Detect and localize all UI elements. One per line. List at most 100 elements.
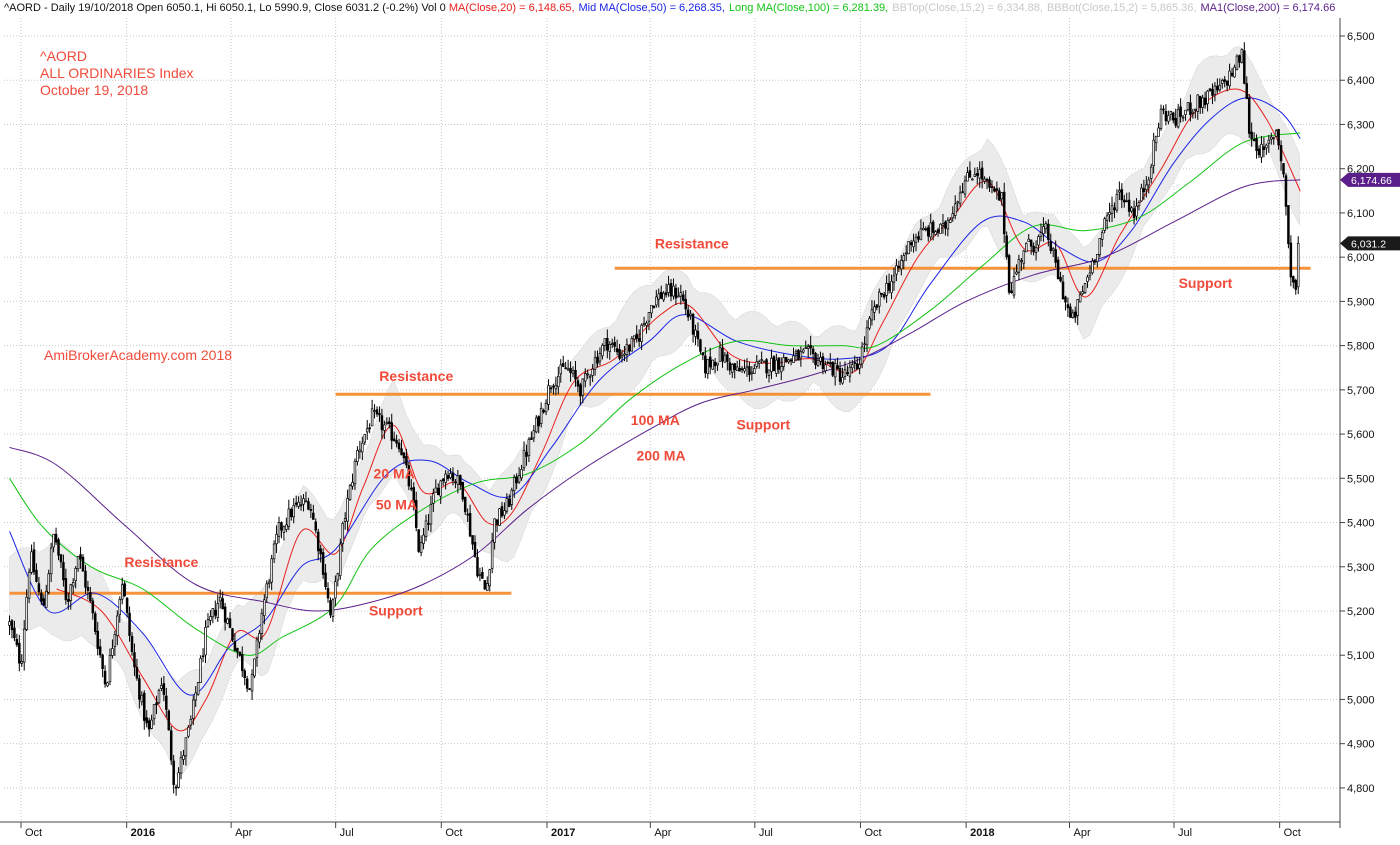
candle-body <box>1284 175 1288 207</box>
chart-index-name: ALL ORDINARIES Index <box>40 65 194 81</box>
candle <box>851 359 854 374</box>
candle-body <box>990 186 994 188</box>
candle-body <box>909 242 913 246</box>
candle <box>1113 202 1116 219</box>
candle <box>1289 235 1293 287</box>
candle <box>116 610 119 646</box>
header-ma50: Mid MA(Close,50) = 6,268.35, <box>579 2 725 14</box>
candle-body <box>1179 106 1182 117</box>
candle <box>995 181 999 200</box>
candle-body <box>260 612 264 635</box>
price-tag-shape <box>1340 172 1400 187</box>
candle-body <box>525 451 528 457</box>
candle-body <box>900 259 903 270</box>
candle <box>797 348 800 361</box>
candle <box>745 358 749 377</box>
candle <box>1233 64 1236 78</box>
candle <box>1064 295 1067 311</box>
candle-body <box>890 281 893 294</box>
candle <box>552 383 555 395</box>
candle-body <box>1176 109 1180 128</box>
candle <box>953 195 957 220</box>
candle-body <box>735 366 739 372</box>
candle-body <box>59 554 63 563</box>
candle <box>500 501 504 518</box>
candle <box>272 540 276 564</box>
candle-body <box>218 596 222 602</box>
candle <box>971 177 974 181</box>
candle-body <box>304 500 308 503</box>
candle <box>1228 63 1231 89</box>
candle <box>250 669 254 701</box>
candle <box>419 535 423 557</box>
price-tag-label: 6,031.2 <box>1351 238 1386 250</box>
candle-body <box>192 699 195 719</box>
candle-body <box>601 344 604 357</box>
candle <box>177 767 180 789</box>
x-tick-label: 2018 <box>970 827 994 839</box>
candle-body <box>1076 299 1079 316</box>
candle-body <box>1110 205 1114 214</box>
candle-body <box>1071 312 1075 318</box>
candle <box>37 576 41 596</box>
candle-body <box>559 364 563 375</box>
candle-body <box>253 658 256 677</box>
candle <box>111 639 114 659</box>
candle <box>1206 89 1209 112</box>
candle-body <box>294 502 298 505</box>
candle-body <box>576 380 580 387</box>
candle-body <box>571 370 575 374</box>
candle <box>194 686 197 707</box>
candle-body <box>584 373 587 382</box>
candle-body <box>1172 112 1175 121</box>
candle <box>1230 67 1234 78</box>
candle-body <box>1069 306 1072 318</box>
candle-body <box>508 498 511 507</box>
candle <box>488 568 491 592</box>
candle-body <box>721 347 724 362</box>
candle <box>140 691 144 706</box>
candle <box>1044 221 1048 234</box>
candle <box>1194 108 1197 119</box>
candle-body <box>493 518 496 543</box>
candle <box>704 347 707 378</box>
candle-body <box>949 219 952 223</box>
candle <box>179 751 183 780</box>
candle-body <box>1152 139 1155 167</box>
candle <box>133 643 136 676</box>
candle <box>280 521 283 539</box>
candle <box>586 369 589 380</box>
candle <box>1069 303 1072 318</box>
candle-body <box>71 582 75 587</box>
candle-body <box>309 508 313 511</box>
candle <box>1130 206 1133 214</box>
candle <box>196 681 200 696</box>
candle-body <box>704 355 707 374</box>
candle-body <box>1037 236 1040 246</box>
candle-body <box>1147 179 1151 186</box>
candle-body <box>797 349 800 361</box>
candle-body <box>380 415 384 431</box>
candle-body <box>486 583 489 591</box>
candle-body <box>160 685 163 689</box>
candle <box>625 338 629 362</box>
candle <box>444 470 447 490</box>
header-ohlc: - Daily 19/10/2018 Open 6050.1, Hi 6050.… <box>41 2 449 14</box>
candle <box>863 336 866 353</box>
candle-body <box>147 720 151 730</box>
candle <box>294 495 298 508</box>
candle <box>152 704 156 726</box>
candle-body <box>1042 226 1045 234</box>
candle-body <box>662 292 665 301</box>
candle-body <box>848 366 852 377</box>
candle-body <box>94 613 97 632</box>
candle <box>449 468 452 480</box>
candle <box>69 583 73 610</box>
candle-body <box>574 369 577 380</box>
candle <box>623 346 626 362</box>
candle-body <box>885 282 888 296</box>
candle-body <box>757 361 761 364</box>
candle-body <box>596 356 599 364</box>
candle-body <box>388 421 391 424</box>
